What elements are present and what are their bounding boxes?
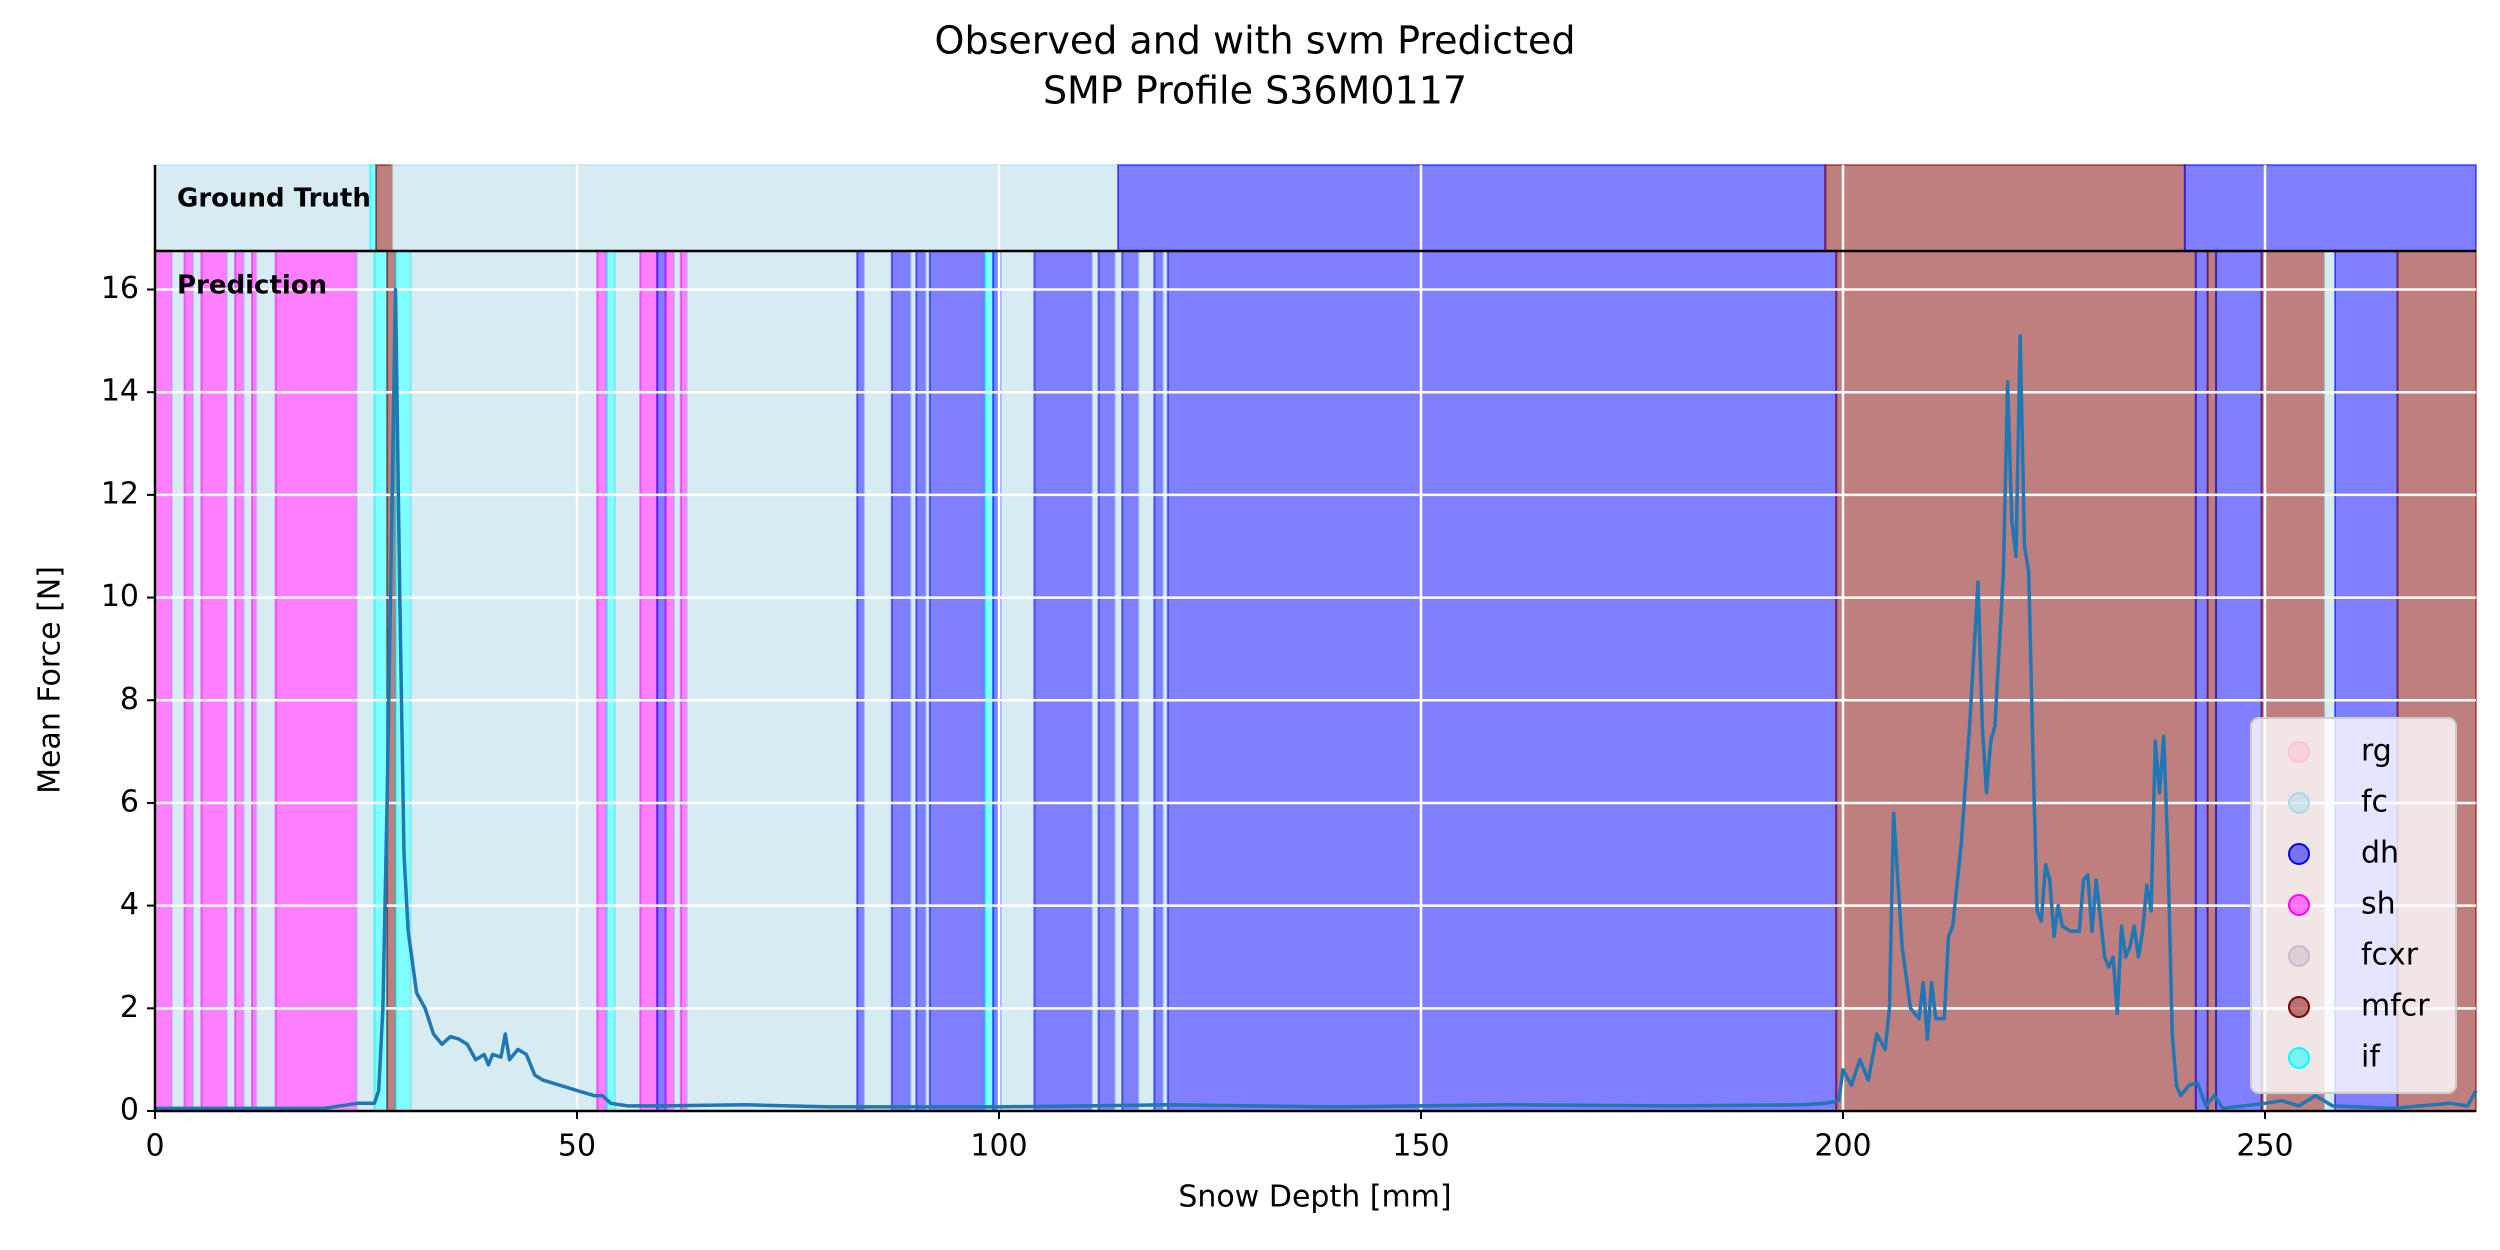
class-span: [1113, 250, 1124, 1112]
band-label: Ground Truth: [177, 184, 371, 214]
class-span: [983, 250, 995, 1112]
x-tick-label: 50: [558, 1129, 596, 1164]
class-span: [200, 250, 228, 1112]
class-span: [2183, 164, 2478, 252]
x-tick-label: 0: [145, 1129, 164, 1164]
class-span: [915, 250, 927, 1112]
class-span: [154, 164, 372, 252]
class-span: [2206, 250, 2218, 1112]
class-span: [999, 250, 1036, 1112]
class-span: [255, 250, 277, 1112]
chart-title: Observed and with svm Predicted: [935, 19, 1576, 63]
class-span: [191, 250, 203, 1112]
y-tick-label: 14: [101, 374, 139, 409]
legend-marker: [2288, 792, 2310, 814]
legend-marker: [2288, 843, 2310, 865]
y-tick-label: 4: [120, 887, 139, 922]
x-tick-label: 100: [970, 1129, 1027, 1164]
class-span: [890, 250, 912, 1112]
legend-label: fcxr: [2361, 938, 2419, 973]
class-span: [639, 250, 659, 1112]
class-span: [274, 250, 358, 1112]
y-tick-label: 2: [120, 990, 139, 1025]
y-tick-label: 8: [120, 682, 139, 717]
legend: rg fc dh sh fcxr mfcr if: [2250, 717, 2457, 1094]
class-span: [373, 250, 389, 1112]
x-axis-label: Snow Depth [mm]: [1178, 1180, 1451, 1215]
legend-label: sh: [2361, 887, 2396, 922]
y-tick-label: 10: [101, 579, 139, 614]
chart-subtitle: SMP Profile S36M0117: [1043, 69, 1467, 113]
class-span: [928, 250, 986, 1112]
legend-label: dh: [2361, 836, 2399, 871]
legend-label: mfcr: [2361, 989, 2430, 1024]
class-span: [862, 250, 893, 1112]
force-line: [155, 287, 2478, 1111]
class-span: [1166, 250, 1838, 1112]
class-span: [409, 250, 599, 1112]
class-span: [1090, 250, 1100, 1112]
class-span: [170, 250, 186, 1112]
legend-label: fc: [2361, 785, 2388, 820]
legend-box: [2250, 717, 2457, 1094]
legend-label: rg: [2361, 734, 2392, 769]
class-span: [605, 250, 616, 1112]
x-tick-label: 250: [2236, 1129, 2293, 1164]
class-span: [1117, 164, 1827, 252]
class-span: [375, 164, 394, 252]
legend-marker: [2288, 1047, 2310, 1069]
class-span: [656, 250, 667, 1112]
legend-marker: [2288, 945, 2310, 967]
legend-marker: [2288, 996, 2310, 1018]
class-span: [673, 250, 682, 1112]
class-span: [596, 250, 608, 1112]
class-span: [1033, 250, 1093, 1112]
x-tick-label: 150: [1392, 1129, 1449, 1164]
class-span: [664, 250, 676, 1112]
class-span: [391, 164, 1120, 252]
class-span: [1121, 250, 1140, 1112]
legend-label: if: [2361, 1040, 2381, 1075]
class-span: [685, 250, 859, 1112]
class-span: [154, 250, 173, 1112]
y-tick-label: 16: [101, 271, 139, 306]
y-tick-label: 12: [101, 476, 139, 511]
y-tick-label: 6: [120, 784, 139, 819]
class-span: [1137, 250, 1156, 1112]
class-span: [856, 250, 865, 1112]
legend-marker: [2288, 894, 2310, 916]
class-span: [1097, 250, 1116, 1112]
class-span: [2194, 250, 2209, 1112]
class-span: [225, 250, 237, 1112]
class-span: [242, 250, 254, 1112]
class-span: [355, 250, 376, 1112]
legend-marker: [2288, 741, 2310, 763]
class-span: [613, 250, 642, 1112]
x-tick-label: 200: [1814, 1129, 1871, 1164]
class-span: [1824, 164, 2186, 252]
band-label: Prediction: [177, 271, 327, 301]
class-span: [234, 250, 245, 1112]
y-tick-label: 0: [120, 1093, 139, 1128]
class-span: [1153, 250, 1164, 1112]
class-span: [183, 250, 194, 1112]
y-axis-label: Mean Force [N]: [33, 566, 68, 794]
